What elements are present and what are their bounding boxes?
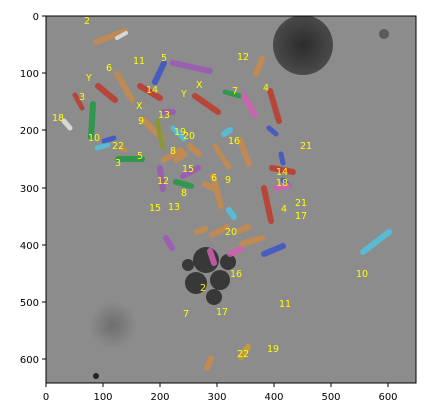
chromosome-label: 12: [157, 176, 169, 187]
nucleus-top-right: [273, 16, 333, 75]
chromosome-label: 5: [137, 151, 143, 162]
chromosome-label: 5: [161, 53, 167, 64]
x-tick-label: 600: [378, 392, 397, 403]
chromosome-label: 22: [237, 349, 249, 360]
x-tick-label: 400: [264, 392, 283, 403]
y-tick-label: 300: [20, 184, 39, 195]
chromosome-label: 7: [232, 86, 238, 97]
chromosome-label: 2: [84, 16, 90, 27]
nucleus-bottom-left: [89, 301, 137, 349]
chromosome-label: 17: [295, 211, 307, 222]
interphase-cluster: [182, 247, 236, 305]
x-tick-label: 500: [321, 392, 340, 403]
axes-frame: [45, 15, 417, 384]
chromosome-label: 15: [182, 164, 194, 175]
chromosome-label: 9: [225, 175, 231, 186]
y-tick-label: 600: [20, 355, 39, 366]
chromosome-label: X: [136, 101, 143, 112]
chromosome-label: 11: [133, 56, 145, 67]
chromosome-label: 10: [88, 133, 100, 144]
chromosome-label: 14: [146, 85, 158, 96]
y-tick-label: 400: [20, 241, 39, 252]
chromosome-label: 2: [200, 283, 206, 294]
chromosome-label: 22: [112, 141, 124, 152]
x-tick-label: 200: [150, 392, 169, 403]
chromosome-label: 6: [106, 63, 112, 74]
chromosome-label: 21: [295, 198, 307, 209]
chromosome-label: 16: [230, 269, 242, 280]
chromosome-label: 19: [174, 127, 186, 138]
chromosome-label: 6: [211, 173, 217, 184]
chromosome-label: 4: [263, 83, 269, 94]
chromosome-label: 8: [170, 146, 176, 157]
chromosome-label: 21: [300, 141, 312, 152]
chromosome-label: 14: [276, 167, 288, 178]
x-tick-label: 0: [43, 392, 49, 403]
chromosome-label: 13: [158, 110, 170, 121]
chromosome-label: 13: [168, 202, 180, 213]
x-tick-label: 300: [207, 392, 226, 403]
chromosome-label: 18: [276, 178, 288, 189]
chromosome-label: 10: [356, 269, 368, 280]
debris-small-top-right: [379, 29, 389, 39]
chromosome-label-layer: 2 11 5 12 Y 6 X Y 7 4 3 14 X 13 18 9 10 …: [52, 16, 368, 360]
chromosome-label: 7: [183, 309, 189, 320]
chromosome-label: 9: [138, 116, 144, 127]
chromosome-label: 17: [216, 307, 228, 318]
x-tick-label: 100: [93, 392, 112, 403]
chromosome-label: 15: [149, 203, 161, 214]
chromosome-label: 20: [183, 131, 195, 142]
chromosome-label: Y: [85, 73, 92, 84]
y-tick-label: 100: [20, 69, 39, 80]
debris-bottom: [93, 373, 99, 379]
chromosome-label: 19: [267, 344, 279, 355]
chromosome-label: 3: [115, 158, 121, 169]
chromosome-label: 12: [237, 52, 249, 63]
chromosome-label: 18: [52, 113, 64, 124]
y-tick-label: 200: [20, 126, 39, 137]
y-axis: 0 100 200 300 400 500 600: [20, 12, 46, 366]
chromosome-label: Y: [180, 89, 187, 100]
chromosome-label: 20: [225, 227, 237, 238]
chromosome-label: 11: [279, 299, 291, 310]
chromosome-segments: [61, 28, 392, 371]
y-tick-label: 0: [33, 12, 39, 23]
chromosome-label: 3: [79, 92, 85, 103]
chromosome-label: 4: [281, 204, 287, 215]
chromosome-label: X: [196, 80, 203, 91]
chromosome-label: 16: [228, 136, 240, 147]
x-axis: 0 100 200 300 400 500 600: [43, 383, 398, 403]
chromosome-label: 8: [181, 188, 187, 199]
y-tick-label: 500: [20, 298, 39, 309]
